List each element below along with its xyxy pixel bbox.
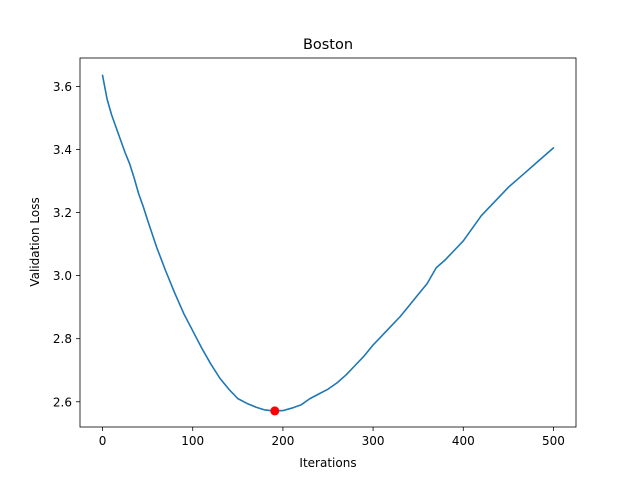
- y-tick-label: 2.8: [53, 332, 72, 346]
- y-tick-label: 3.4: [53, 143, 72, 157]
- x-tick-label: 400: [452, 434, 475, 448]
- y-tick-label: 3.6: [53, 80, 72, 94]
- x-tick-label: 300: [362, 434, 385, 448]
- x-tick-label: 100: [181, 434, 204, 448]
- y-tick-label: 3.0: [53, 269, 72, 283]
- chart-title: Boston: [303, 37, 353, 53]
- x-tick-label: 0: [99, 434, 107, 448]
- y-tick-label: 2.6: [53, 395, 72, 409]
- x-tick-label: 500: [542, 434, 565, 448]
- axes-frame: [79, 57, 577, 428]
- x-tick-label: 200: [271, 434, 294, 448]
- y-tick-label: 3.2: [53, 206, 72, 220]
- axes-layer: 0 100 200 300 400 500 2.6 2.8 3.0 3.2 3.4 3.6: [53, 57, 577, 448]
- minimum-point-marker: [270, 406, 280, 416]
- x-axis-label: Iterations: [299, 456, 356, 470]
- plot-layer: [101, 74, 555, 416]
- series-line-1: [101, 74, 555, 412]
- y-axis-label: Validation Loss: [28, 197, 42, 286]
